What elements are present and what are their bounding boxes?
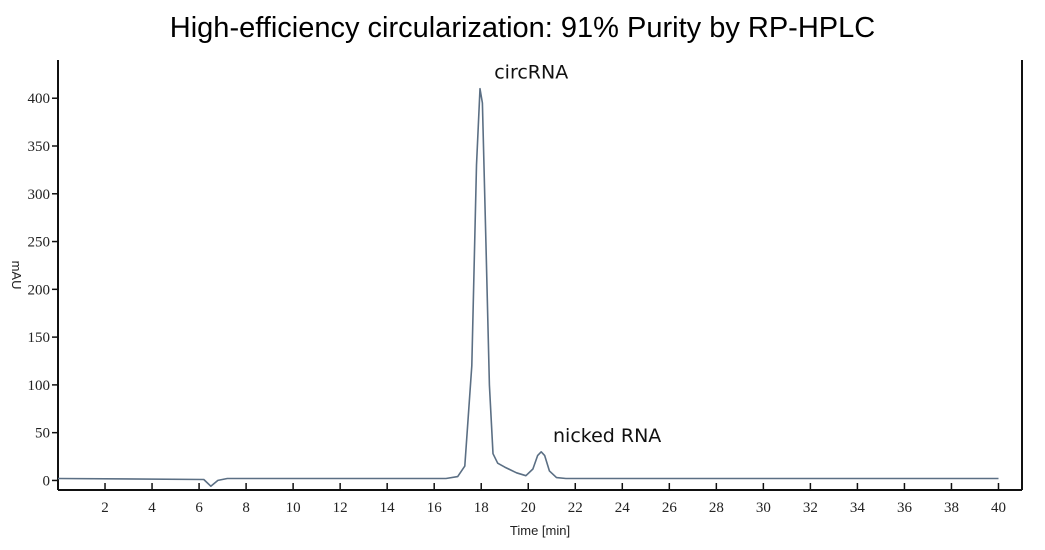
- x-tick-label: 18: [474, 500, 489, 516]
- y-tick-label: 200: [28, 282, 51, 298]
- x-tick-label: 20: [521, 500, 536, 516]
- x-tick-label: 38: [944, 500, 959, 516]
- y-tick-label: 50: [35, 426, 50, 442]
- x-tick-label: 16: [427, 500, 443, 516]
- tick-marks: 2 4 6 8 10 12 14 16 18 20 22 24 26 28 30 32 34 36 38 400501…: [28, 91, 1006, 516]
- plot-axes: [57, 60, 1023, 491]
- x-tick-label: 12: [333, 500, 348, 516]
- x-tick-label: 10: [286, 500, 301, 516]
- x-tick-label: 36: [897, 500, 913, 516]
- x-tick-label: 8: [242, 500, 250, 516]
- x-tick-label: 26: [662, 500, 678, 516]
- x-tick-label: 40: [991, 500, 1006, 516]
- chromatogram-trace: [57, 87, 999, 487]
- x-tick-label: 34: [850, 500, 866, 516]
- y-tick-label: 350: [28, 139, 51, 155]
- chromatogram-series: [57, 87, 999, 487]
- x-tick-label: 14: [380, 500, 396, 516]
- x-tick-label: 6: [195, 500, 203, 516]
- y-tick-label: 300: [28, 187, 51, 203]
- chart-title: High-efficiency circularization: 91% Pur…: [169, 12, 876, 44]
- peak-label: circRNA: [494, 62, 568, 84]
- x-tick-label: 24: [615, 500, 631, 516]
- x-tick-label: 4: [148, 500, 156, 516]
- y-tick-label: 100: [28, 378, 51, 394]
- x-tick-label: 28: [709, 500, 724, 516]
- peak-label: nicked RNA: [553, 425, 661, 447]
- x-tick-label: 32: [803, 500, 818, 516]
- x-tick-label: 30: [756, 500, 771, 516]
- y-tick-label: 250: [28, 235, 51, 251]
- y-tick-label: 150: [28, 330, 51, 346]
- x-tick-label: 22: [568, 500, 583, 516]
- x-tick-label: 2: [101, 500, 109, 516]
- peak-annotations: circRNA nicked RNA: [494, 62, 661, 447]
- y-tick-label: 0: [43, 473, 51, 489]
- x-axis-label: Time [min]: [510, 523, 570, 538]
- y-tick-label: 400: [28, 91, 51, 107]
- y-axis-label: mAU: [9, 261, 24, 290]
